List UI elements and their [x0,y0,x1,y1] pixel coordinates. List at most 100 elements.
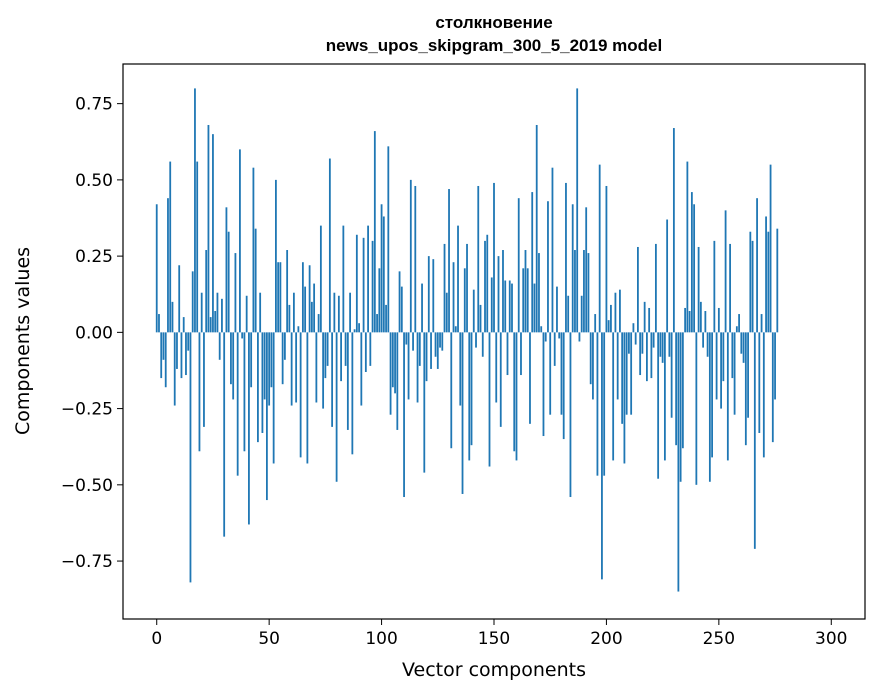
bar [544,332,547,342]
bar [277,262,280,333]
bar [486,234,489,333]
bar [385,304,387,333]
bar [297,326,300,333]
bar [439,332,441,348]
bar [756,198,758,333]
bar [765,216,767,333]
bar [657,332,660,479]
bar [315,332,318,403]
bar [499,332,502,427]
bar [677,332,680,592]
bar [308,265,311,333]
bar [742,332,745,363]
bar [529,332,531,424]
bar [209,317,212,333]
bar [169,161,172,333]
bar [239,149,241,333]
bar [176,332,178,369]
bar [774,332,776,400]
bar [254,228,257,333]
bar [241,332,244,339]
bar [295,332,298,403]
bar [391,332,394,388]
bar [556,286,558,333]
bar [522,268,525,333]
bar [513,332,516,452]
bar [257,332,259,443]
bar [614,292,617,333]
bar [252,167,255,333]
bar [421,283,423,333]
bar [508,280,511,333]
bar [212,134,214,333]
bar [396,332,399,430]
bar [668,332,671,357]
bar [461,332,464,494]
bar [407,332,410,400]
bar [463,268,466,333]
bar [389,332,392,415]
bar [405,332,408,345]
bar [373,131,376,333]
bar [747,332,749,418]
bar [380,204,383,333]
bar [367,225,369,333]
bar [185,332,187,376]
bar [666,219,669,333]
bar [182,317,185,333]
bar [167,198,169,333]
bar [632,323,635,333]
x-tick-label: 300 [815,629,847,649]
y-axis: −0.75 −0.50 −0.25 0.00 0.25 0.50 0.75 [61,95,123,572]
y-tick-label: −0.50 [61,476,113,496]
bar [551,167,554,333]
bar [475,332,477,348]
bar [290,332,293,406]
bar [351,332,354,455]
bar [679,332,682,482]
x-tick-label: 100 [365,629,397,649]
bar [178,265,181,333]
bar [506,332,509,376]
bar [425,332,428,382]
bar [652,332,655,348]
bar [450,332,453,449]
bar [335,332,338,482]
y-tick-label: −0.75 [61,552,113,572]
bar [650,332,653,379]
bar [702,332,705,348]
bar [771,332,774,443]
bar [326,332,329,366]
bar [398,271,401,333]
bar [571,204,574,333]
bar [364,332,367,372]
bar [753,332,756,549]
bar [661,332,664,363]
bar [495,332,498,403]
bar [715,332,718,400]
chart-title: столкновение [435,13,552,32]
bar [625,332,628,415]
bar [729,243,731,333]
bar [628,332,630,354]
bar [275,179,277,333]
bar [470,332,473,446]
bar [158,314,160,333]
bar [587,253,590,333]
bar [630,332,633,415]
x-tick-label: 0 [151,629,162,649]
bar [457,225,459,333]
bar [612,332,615,461]
x-tick-label: 50 [258,629,280,649]
bar [225,207,228,333]
bar [697,246,700,333]
bar [430,332,432,369]
bar [520,332,522,376]
bar [726,332,729,461]
bar [331,332,334,427]
bar [549,332,552,415]
bar [353,329,356,333]
bar [589,332,592,385]
bar [281,332,284,385]
